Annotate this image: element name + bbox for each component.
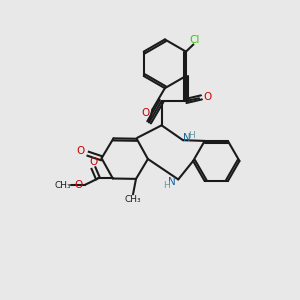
Text: N: N [183,134,191,143]
Text: O: O [76,146,85,156]
Text: H: H [164,182,170,190]
Text: O: O [89,157,98,167]
Text: H: H [188,131,195,140]
Text: N: N [168,177,176,188]
Text: O: O [204,92,212,102]
Text: O: O [142,108,150,118]
Text: CH₃: CH₃ [55,181,71,190]
Text: O: O [74,180,82,190]
Text: CH₃: CH₃ [125,195,141,204]
Text: Cl: Cl [190,35,200,45]
